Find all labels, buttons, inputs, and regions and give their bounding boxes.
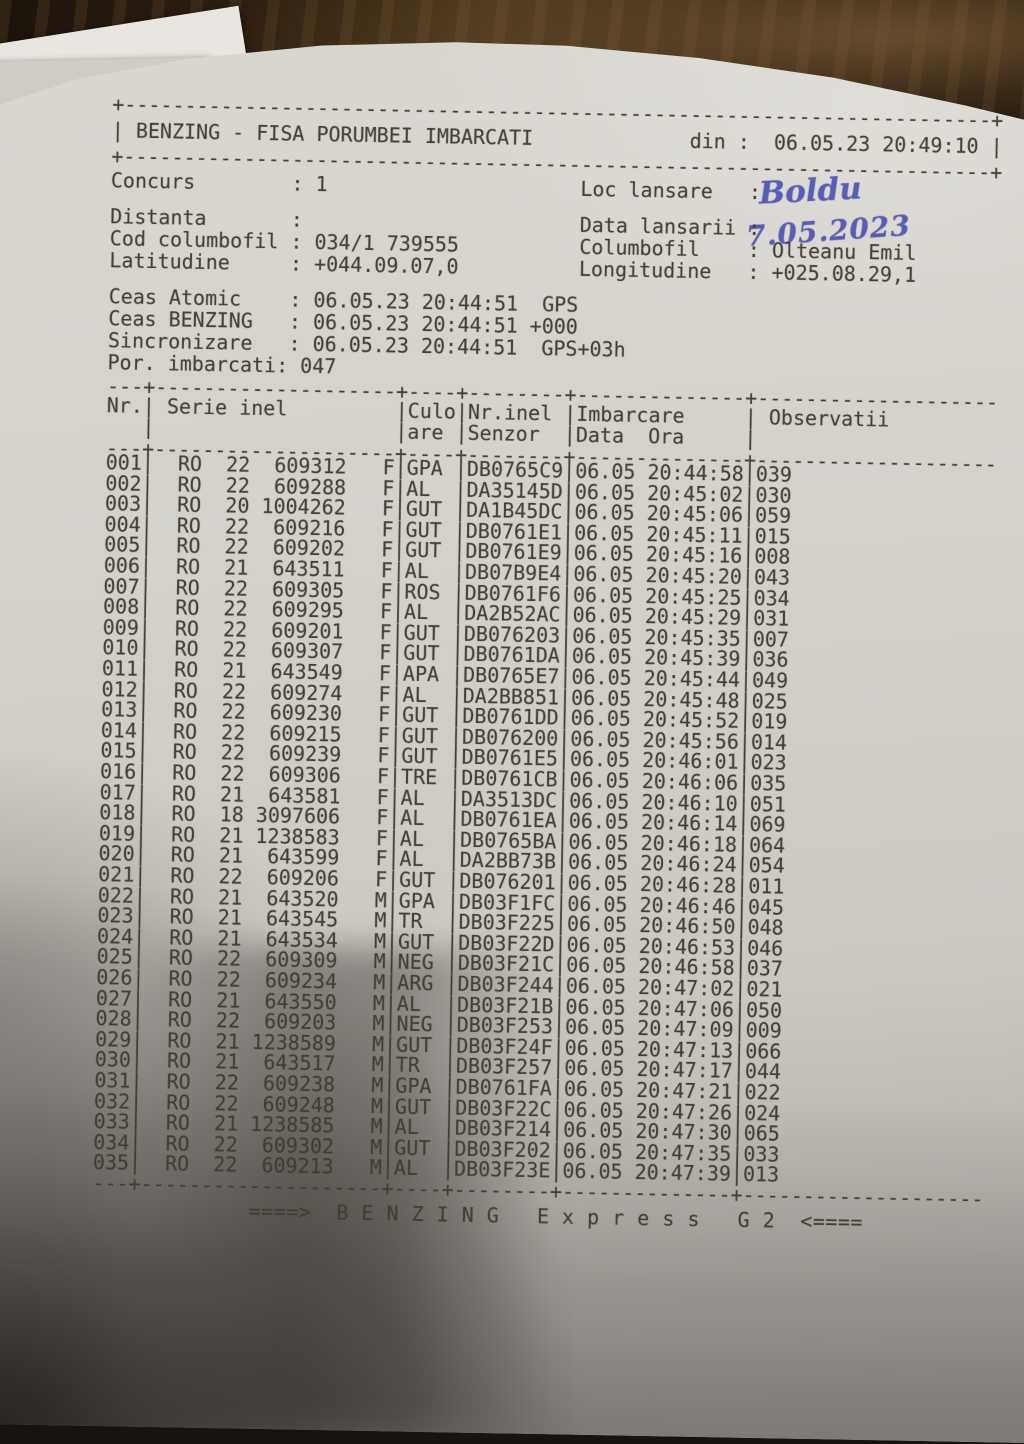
document-paper: ====> B E N Z I N G E x p r e s s G 2 <=… [0, 4, 1024, 1444]
handwritten-loc-lansare: Boldu [757, 170, 863, 212]
birds-embarked-line: Por. imbarcati: 047 [107, 350, 337, 379]
printout-content: ====> B E N Z I N G E x p r e s s G 2 <=… [91, 94, 1003, 1260]
